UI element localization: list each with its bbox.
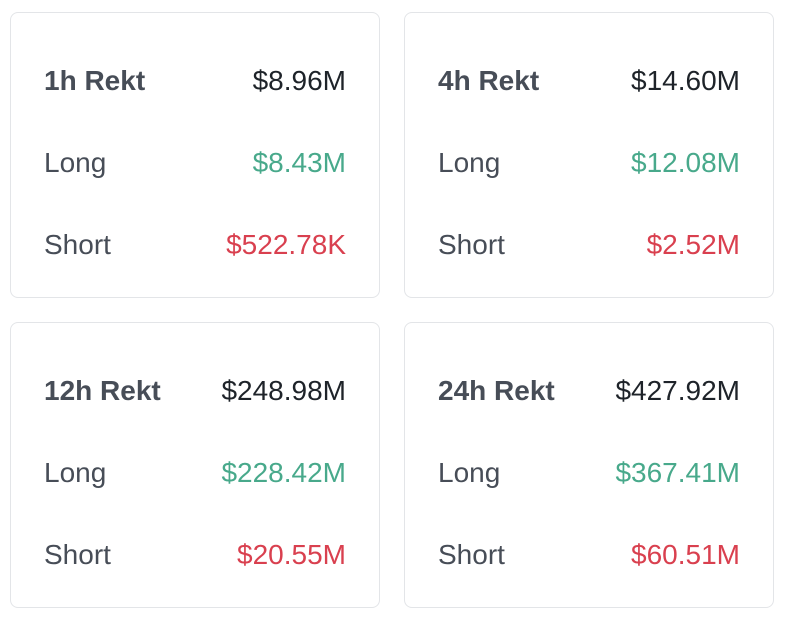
card-row: Long $367.41M <box>438 453 740 493</box>
row-value: $12.08M <box>631 147 740 178</box>
card-header: 4h Rekt $14.60M <box>438 61 740 101</box>
total-value: $8.96M <box>252 65 346 96</box>
rekt-card: 4h Rekt $14.60M Long $12.08M Short $2.52M <box>404 12 774 298</box>
row-value: $8.43M <box>252 147 346 178</box>
card-row: Short $2.52M <box>438 225 740 265</box>
row-label: Long <box>44 457 107 488</box>
card-title: 4h Rekt <box>438 65 540 96</box>
row-label: Long <box>438 147 501 178</box>
card-title: 1h Rekt <box>44 65 146 96</box>
row-label: Short <box>44 229 111 260</box>
card-row: Long $12.08M <box>438 143 740 183</box>
card-row: Long $8.43M <box>44 143 346 183</box>
row-value: $2.52M <box>646 229 740 260</box>
row-value: $367.41M <box>615 457 740 488</box>
row-label: Short <box>438 539 505 570</box>
row-label: Long <box>44 147 107 178</box>
card-row: Short $20.55M <box>44 535 346 575</box>
total-value: $248.98M <box>221 375 346 406</box>
card-header: 1h Rekt $8.96M <box>44 61 346 101</box>
card-row: Long $228.42M <box>44 453 346 493</box>
card-title: 12h Rekt <box>44 375 161 406</box>
rekt-card: 12h Rekt $248.98M Long $228.42M Short $20.55M <box>10 322 380 608</box>
row-value: $20.55M <box>237 539 346 570</box>
row-label: Short <box>438 229 505 260</box>
card-row: Short $60.51M <box>438 535 740 575</box>
rekt-card: 24h Rekt $427.92M Long $367.41M Short $60.51M <box>404 322 774 608</box>
total-value: $14.60M <box>631 65 740 96</box>
card-title: 24h Rekt <box>438 375 555 406</box>
card-header: 12h Rekt $248.98M <box>44 371 346 411</box>
row-value: $522.78K <box>226 229 346 260</box>
row-value: $228.42M <box>221 457 346 488</box>
row-label: Long <box>438 457 501 488</box>
card-row: Short $522.78K <box>44 225 346 265</box>
card-header: 24h Rekt $427.92M <box>438 371 740 411</box>
row-label: Short <box>44 539 111 570</box>
rekt-card: 1h Rekt $8.96M Long $8.43M Short $522.78K <box>10 12 380 298</box>
row-value: $60.51M <box>631 539 740 570</box>
total-value: $427.92M <box>615 375 740 406</box>
